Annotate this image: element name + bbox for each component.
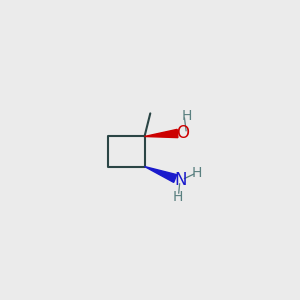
Text: H: H [191, 167, 202, 180]
Polygon shape [145, 167, 177, 182]
Polygon shape [145, 129, 178, 138]
Text: H: H [182, 109, 192, 123]
Text: O: O [176, 124, 189, 142]
Text: H: H [173, 190, 183, 203]
Text: N: N [174, 171, 187, 189]
